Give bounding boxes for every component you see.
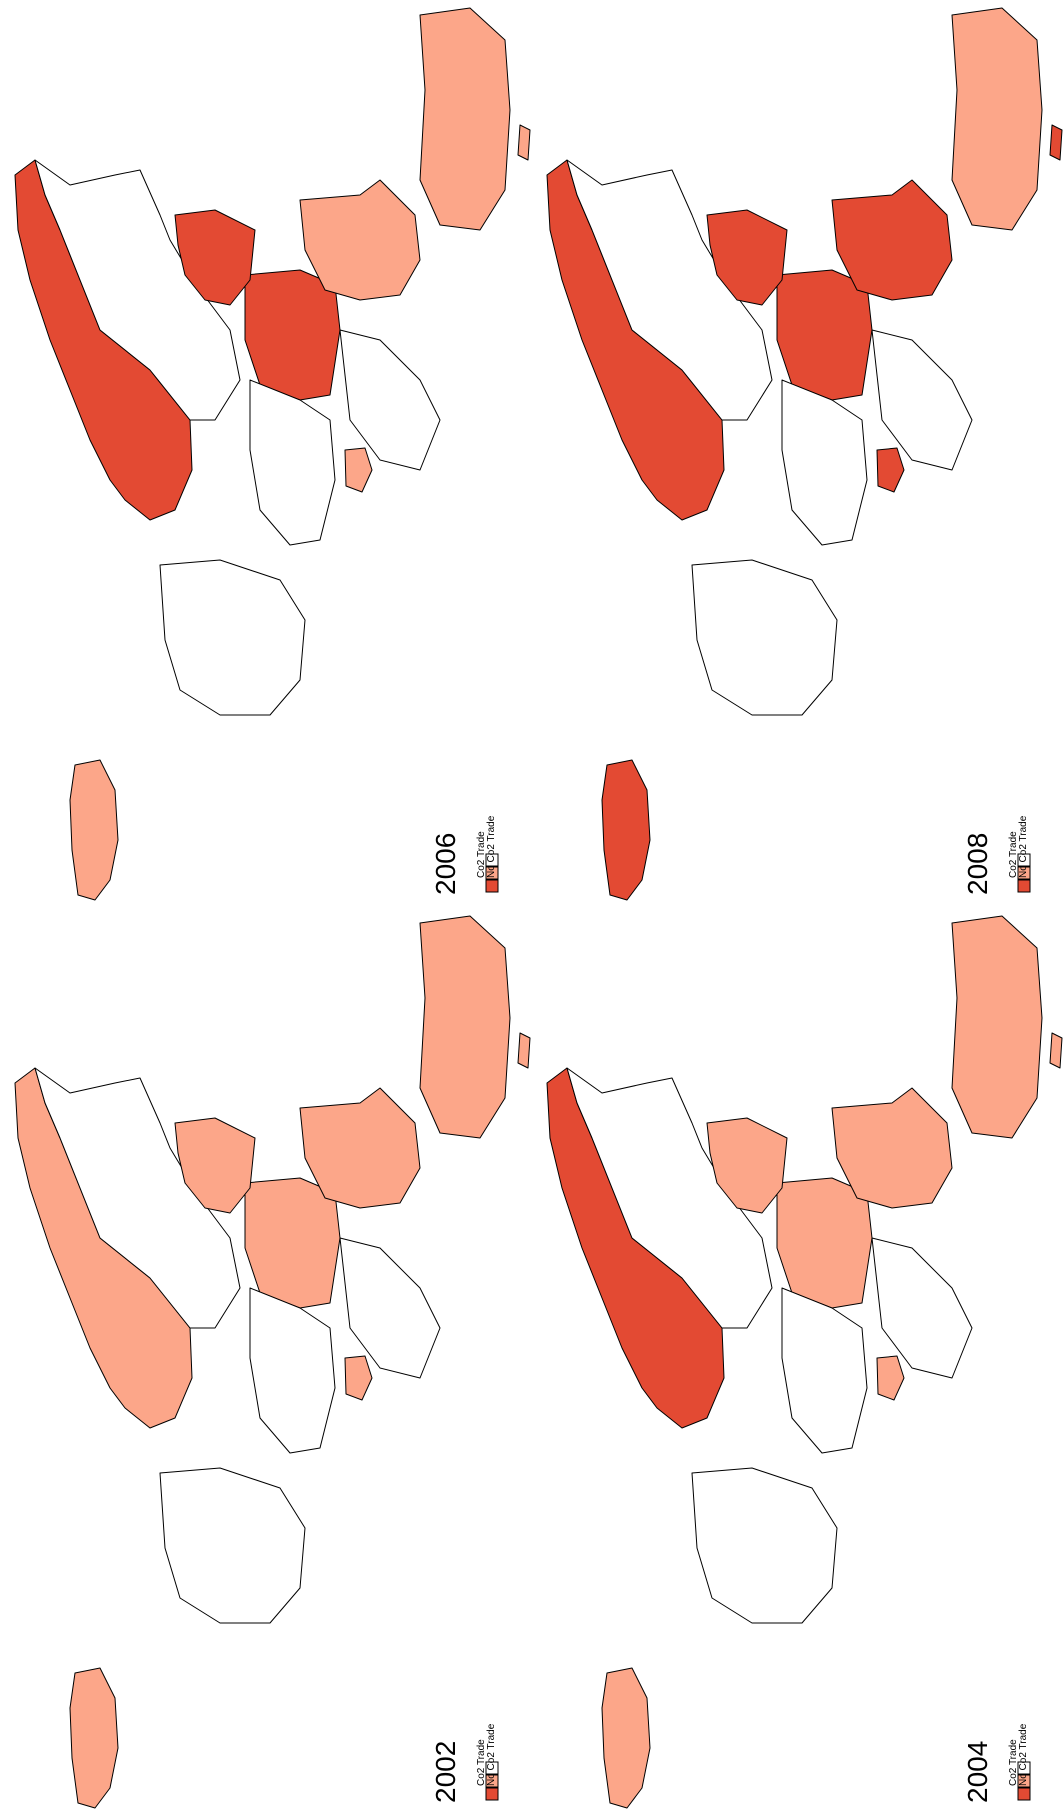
region xyxy=(244,269,341,401)
region xyxy=(244,1177,341,1309)
region xyxy=(876,447,905,493)
legend-swatch xyxy=(1017,853,1031,867)
region xyxy=(781,1287,868,1454)
region xyxy=(339,329,441,471)
region xyxy=(159,559,306,716)
region xyxy=(691,559,838,716)
region xyxy=(419,915,511,1139)
region xyxy=(34,1067,241,1329)
map-panel: 2006 Co2 Trade No Co2 Trade xyxy=(14,7,531,901)
region xyxy=(69,759,119,901)
legend-swatch xyxy=(1017,1774,1031,1788)
region xyxy=(69,1667,119,1809)
legend-swatch xyxy=(1017,879,1031,893)
region xyxy=(876,1355,905,1401)
legend-swatch xyxy=(1017,1787,1031,1801)
legend-swatch xyxy=(1017,866,1031,880)
region xyxy=(299,179,421,301)
region xyxy=(831,1087,953,1209)
map-panel: 2002 Co2 Trade No Co2 Trade xyxy=(14,915,531,1809)
legend-swatch xyxy=(1017,1761,1031,1775)
year-label: 2006 xyxy=(430,833,461,895)
region xyxy=(34,159,241,421)
year-label: 2002 xyxy=(430,1741,461,1803)
region xyxy=(831,179,953,301)
legend-label: Co2 Trade xyxy=(476,1739,487,1786)
region xyxy=(174,209,256,306)
region xyxy=(776,269,873,401)
region xyxy=(517,1032,531,1069)
region xyxy=(601,1667,651,1809)
region xyxy=(776,1177,873,1309)
year-label: 2004 xyxy=(962,1741,993,1803)
legend-label: Co2 Trade xyxy=(1008,1739,1019,1786)
region xyxy=(299,1087,421,1209)
region xyxy=(706,1117,788,1214)
region xyxy=(419,7,511,231)
region xyxy=(249,379,336,546)
year-label: 2008 xyxy=(962,833,993,895)
legend-label: Co2 Trade xyxy=(1008,831,1019,878)
region xyxy=(1049,124,1063,161)
region xyxy=(566,1067,773,1329)
region xyxy=(781,379,868,546)
region xyxy=(706,209,788,306)
region xyxy=(951,915,1043,1139)
region xyxy=(691,1467,838,1624)
legend-label: No Co2 Trade xyxy=(486,1723,497,1786)
region xyxy=(174,1117,256,1214)
legend-label: No Co2 Trade xyxy=(486,815,497,878)
region xyxy=(1049,1032,1063,1069)
legend-swatch xyxy=(485,866,499,880)
region xyxy=(344,447,373,493)
legend-label: No Co2 Trade xyxy=(1018,1723,1029,1786)
legend-swatch xyxy=(485,879,499,893)
region xyxy=(517,124,531,161)
map-panel: 2008 Co2 Trade No Co2 Trade xyxy=(546,7,1063,901)
region xyxy=(871,329,973,471)
region xyxy=(951,7,1043,231)
region xyxy=(601,759,651,901)
legend-swatch xyxy=(485,1761,499,1775)
legend-swatch xyxy=(485,1774,499,1788)
region xyxy=(566,159,773,421)
legend-label: No Co2 Trade xyxy=(1018,815,1029,878)
legend-swatch xyxy=(485,1787,499,1801)
legend-label: Co2 Trade xyxy=(476,831,487,878)
region xyxy=(249,1287,336,1454)
region xyxy=(339,1237,441,1379)
legend-swatch xyxy=(485,853,499,867)
map-panel: 2004 Co2 Trade No Co2 Trade xyxy=(546,915,1063,1809)
region xyxy=(344,1355,373,1401)
region xyxy=(871,1237,973,1379)
region xyxy=(159,1467,306,1624)
